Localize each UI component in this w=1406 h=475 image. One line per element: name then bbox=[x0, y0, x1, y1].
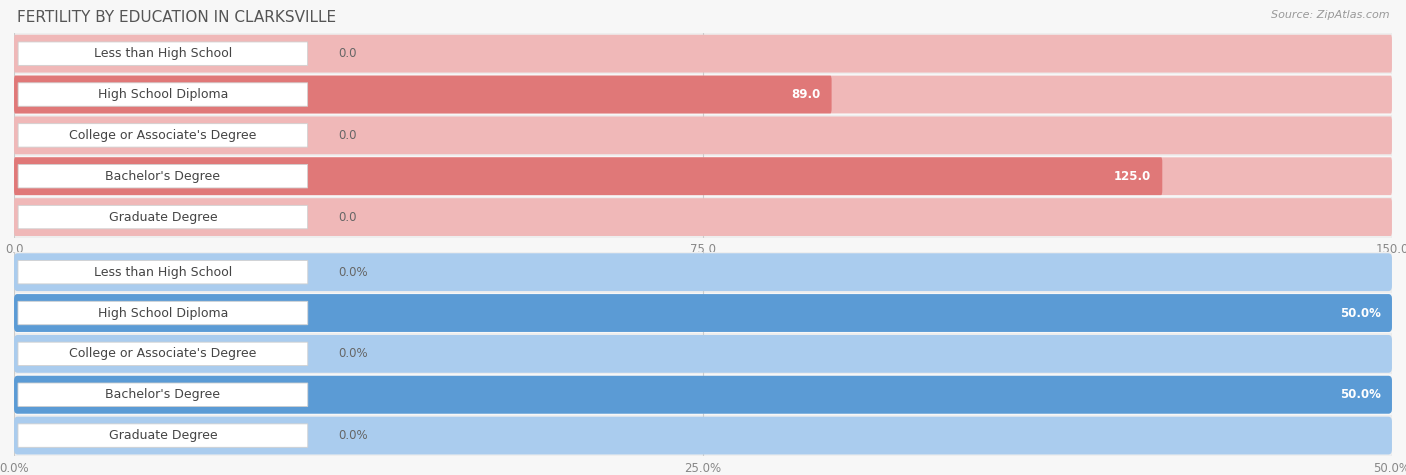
FancyBboxPatch shape bbox=[14, 376, 1392, 414]
Text: 0.0%: 0.0% bbox=[337, 429, 367, 442]
FancyBboxPatch shape bbox=[18, 205, 308, 229]
Text: Less than High School: Less than High School bbox=[94, 266, 232, 279]
Bar bbox=[14, 293, 1392, 333]
FancyBboxPatch shape bbox=[18, 260, 308, 284]
Bar bbox=[14, 333, 1392, 374]
Text: 0.0%: 0.0% bbox=[337, 347, 367, 361]
Text: Bachelor's Degree: Bachelor's Degree bbox=[105, 388, 221, 401]
FancyBboxPatch shape bbox=[18, 42, 308, 66]
Text: College or Associate's Degree: College or Associate's Degree bbox=[69, 129, 256, 142]
Text: College or Associate's Degree: College or Associate's Degree bbox=[69, 347, 256, 361]
FancyBboxPatch shape bbox=[18, 342, 308, 366]
FancyBboxPatch shape bbox=[14, 417, 1392, 455]
Text: 0.0%: 0.0% bbox=[337, 266, 367, 279]
Text: Graduate Degree: Graduate Degree bbox=[108, 210, 217, 224]
Bar bbox=[14, 415, 1392, 456]
Text: 0.0: 0.0 bbox=[337, 47, 356, 60]
FancyBboxPatch shape bbox=[14, 294, 1392, 332]
Bar bbox=[14, 197, 1392, 238]
FancyBboxPatch shape bbox=[14, 294, 1392, 332]
FancyBboxPatch shape bbox=[18, 383, 308, 407]
FancyBboxPatch shape bbox=[14, 157, 1392, 195]
Bar bbox=[14, 374, 1392, 415]
Bar bbox=[14, 115, 1392, 156]
Text: Graduate Degree: Graduate Degree bbox=[108, 429, 217, 442]
Text: 0.0: 0.0 bbox=[337, 129, 356, 142]
Text: Bachelor's Degree: Bachelor's Degree bbox=[105, 170, 221, 183]
Bar bbox=[14, 74, 1392, 115]
FancyBboxPatch shape bbox=[18, 164, 308, 188]
Text: 125.0: 125.0 bbox=[1114, 170, 1152, 183]
Text: 50.0%: 50.0% bbox=[1340, 388, 1381, 401]
FancyBboxPatch shape bbox=[18, 301, 308, 325]
Text: 50.0%: 50.0% bbox=[1340, 306, 1381, 320]
Text: Less than High School: Less than High School bbox=[94, 47, 232, 60]
FancyBboxPatch shape bbox=[14, 116, 1392, 154]
Bar bbox=[14, 33, 1392, 74]
FancyBboxPatch shape bbox=[14, 335, 1392, 373]
Bar bbox=[14, 156, 1392, 197]
FancyBboxPatch shape bbox=[18, 124, 308, 147]
Text: 89.0: 89.0 bbox=[792, 88, 821, 101]
Text: High School Diploma: High School Diploma bbox=[97, 306, 228, 320]
FancyBboxPatch shape bbox=[14, 35, 1392, 73]
Text: Source: ZipAtlas.com: Source: ZipAtlas.com bbox=[1271, 10, 1389, 19]
Text: 0.0: 0.0 bbox=[337, 210, 356, 224]
FancyBboxPatch shape bbox=[14, 198, 1392, 236]
FancyBboxPatch shape bbox=[14, 253, 1392, 291]
Text: FERTILITY BY EDUCATION IN CLARKSVILLE: FERTILITY BY EDUCATION IN CLARKSVILLE bbox=[17, 10, 336, 25]
Text: High School Diploma: High School Diploma bbox=[97, 88, 228, 101]
FancyBboxPatch shape bbox=[14, 376, 1392, 414]
FancyBboxPatch shape bbox=[14, 76, 1392, 114]
FancyBboxPatch shape bbox=[18, 83, 308, 106]
Bar bbox=[14, 252, 1392, 293]
FancyBboxPatch shape bbox=[14, 76, 831, 114]
FancyBboxPatch shape bbox=[18, 424, 308, 447]
FancyBboxPatch shape bbox=[14, 157, 1163, 195]
